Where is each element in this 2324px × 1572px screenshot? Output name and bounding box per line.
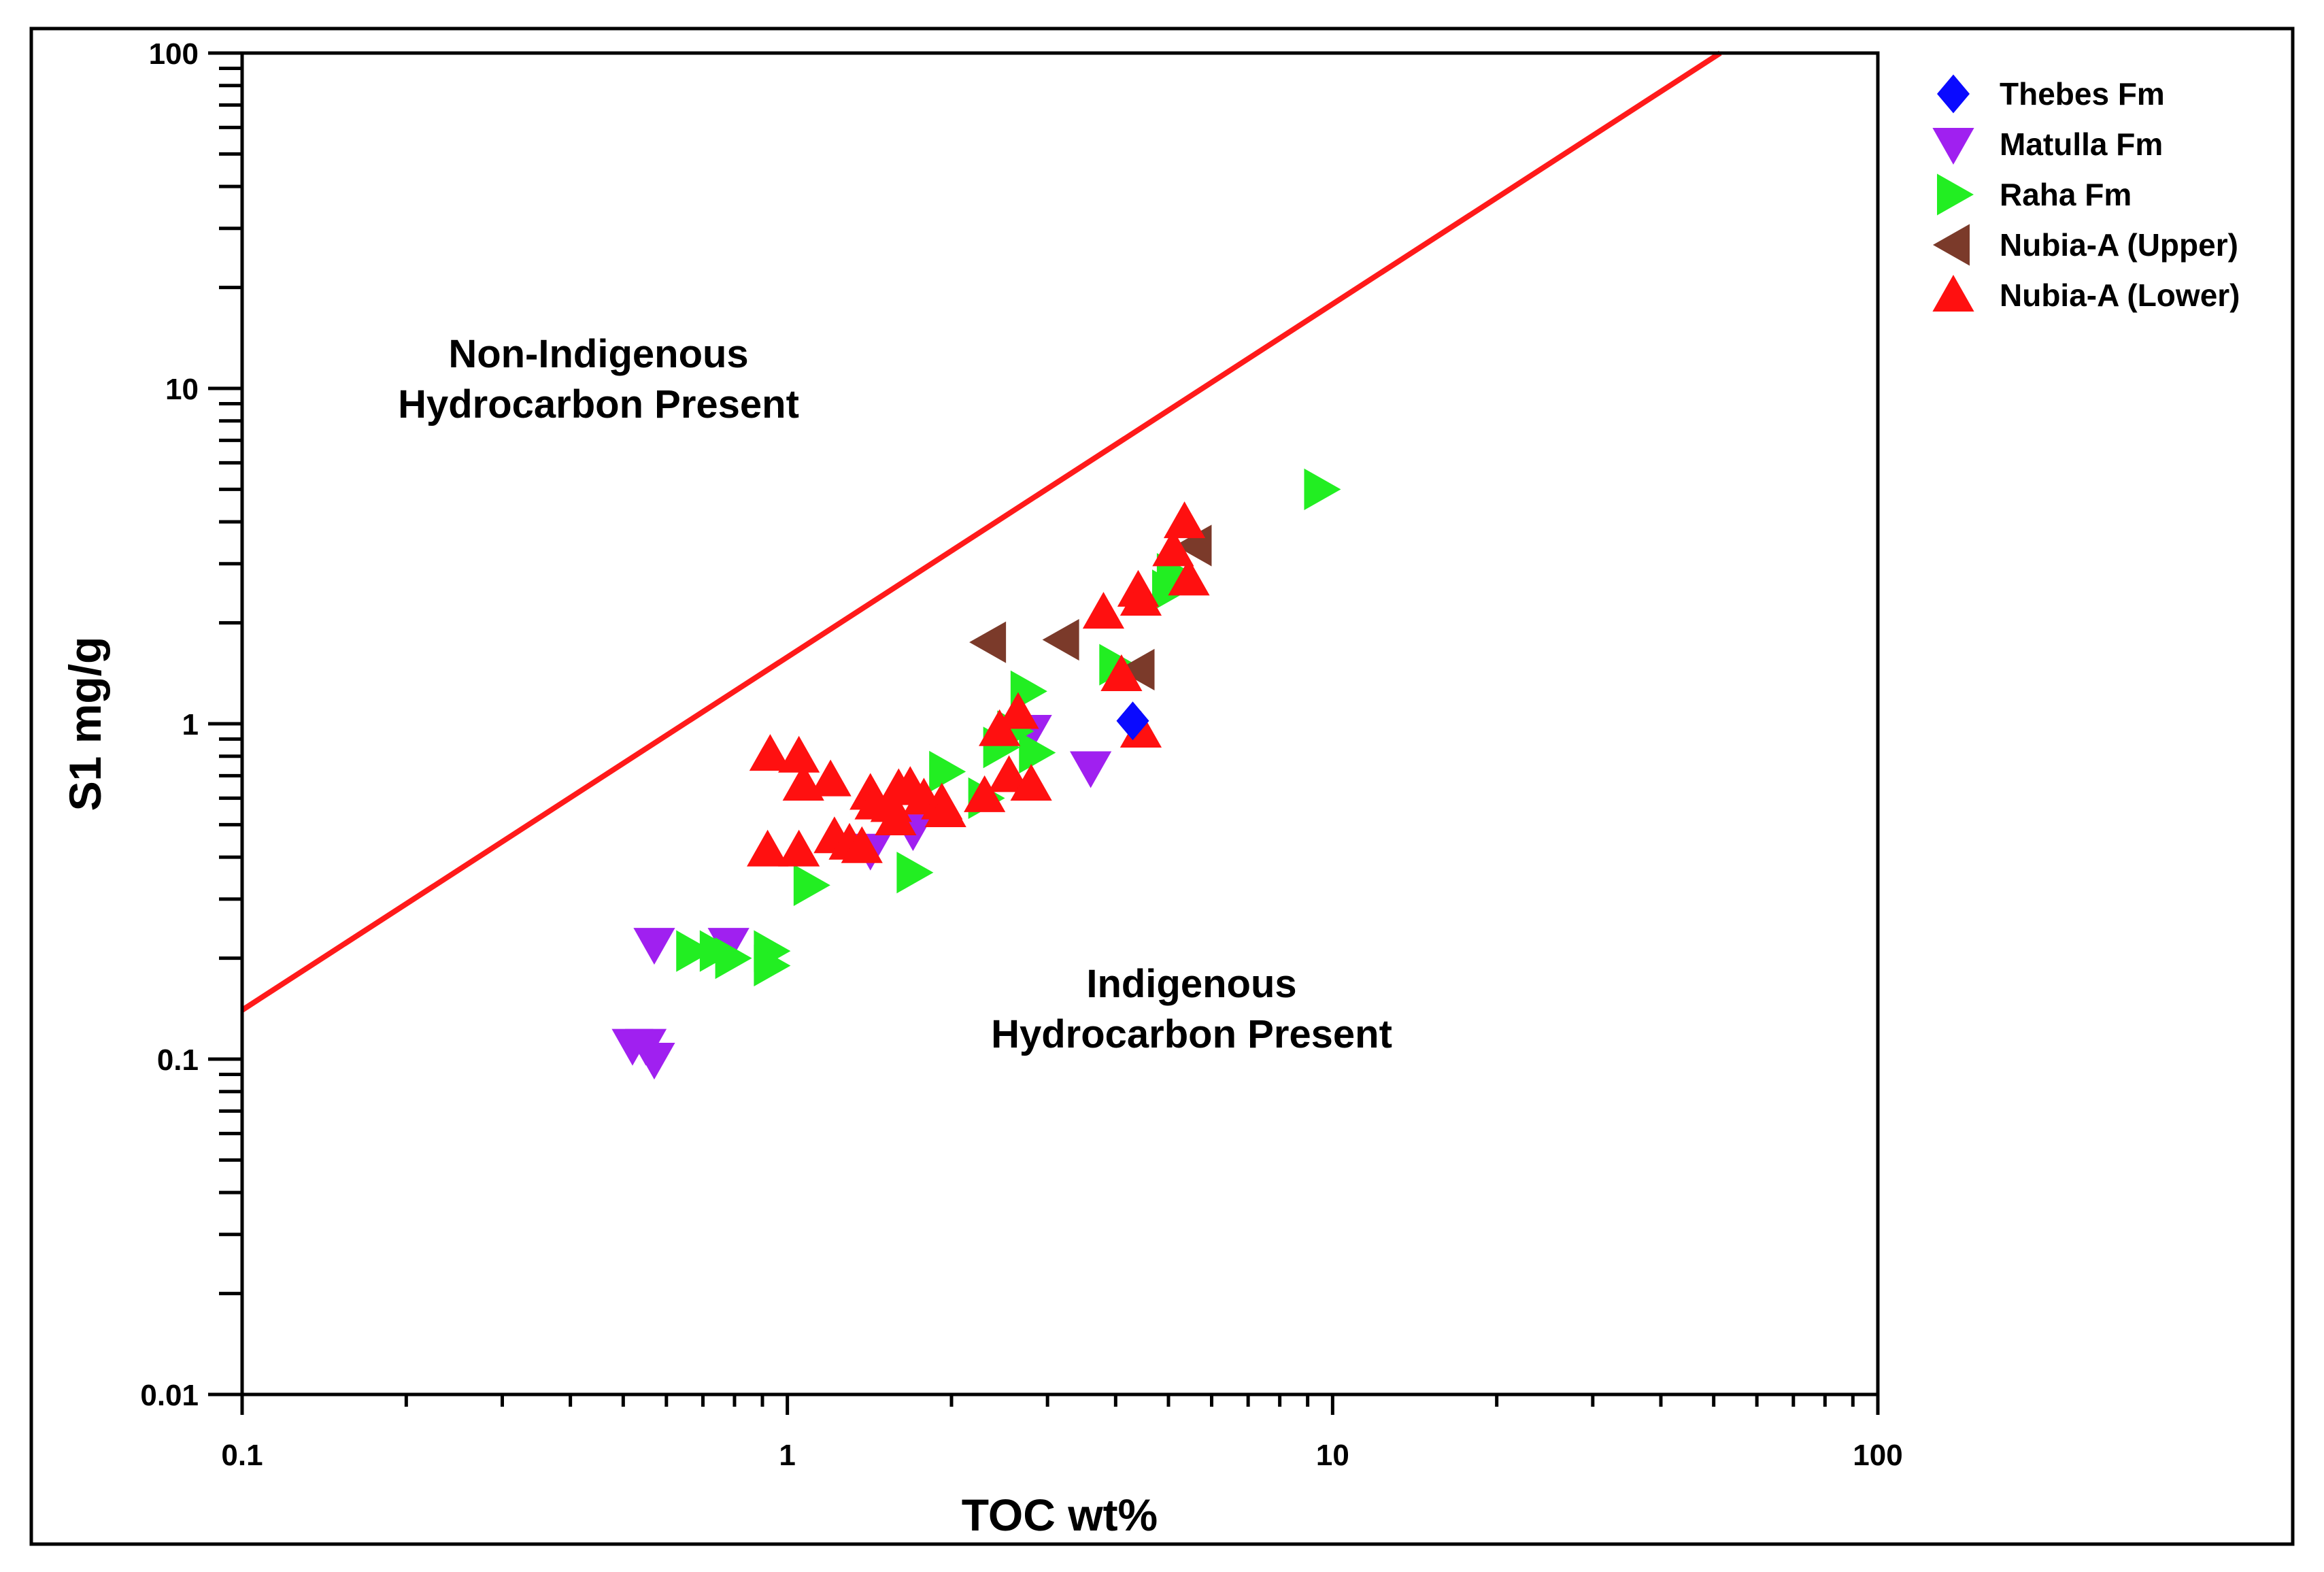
data-point-raha-fm [793, 864, 830, 906]
data-point-nubia-a-lower [809, 759, 852, 797]
boundary-line [240, 50, 1722, 1013]
data-point-nubia-a-lower [1082, 592, 1125, 629]
labels-layer: TOC wt% S1 mg/g [60, 637, 1158, 1540]
data-point-matulla-fm [633, 928, 675, 965]
x-tick-label: 10 [1316, 1439, 1349, 1472]
data-point-nubia-a-lower [997, 692, 1039, 729]
legend-label-thebes-fm: Thebes Fm [2000, 76, 2165, 112]
data-point-nubia-a-lower [875, 799, 917, 836]
legend-label-nubia-a-lower: Nubia-A (Lower) [2000, 278, 2240, 313]
data-point-nubia-a-lower [1168, 558, 1210, 596]
data-point-raha-fm [929, 750, 966, 792]
region-label-indigenous: Indigenous [1086, 962, 1296, 1006]
y-axis-title: S1 mg/g [60, 637, 110, 812]
data-point-nubia-a-lower [749, 734, 792, 771]
data-point-nubia-a-lower [778, 829, 820, 867]
data-point-raha-fm [1304, 468, 1341, 511]
ticks-layer: 0.1 1 10 100 0.01 0.1 1 10 100 [140, 37, 1902, 1472]
data-point-nubia-a-upper [1042, 618, 1079, 661]
x-axis-title: TOC wt% [962, 1490, 1158, 1540]
y-tick-label: 0.1 [157, 1043, 199, 1077]
data-point-thebes-fm [1116, 701, 1149, 741]
legend-marker-matulla-fm [1932, 128, 1974, 165]
legend: Thebes Fm Matulla Fm Raha Fm Nubia-A (Upper… [1932, 74, 2240, 313]
data-point-raha-fm [896, 852, 934, 894]
legend-marker-thebes-fm [1937, 74, 1970, 114]
x-tick-label: 100 [1853, 1439, 1902, 1472]
legend-label-nubia-a-upper: Nubia-A (Upper) [2000, 227, 2238, 263]
legend-label-matulla-fm: Matulla Fm [2000, 127, 2163, 162]
data-point-nubia-a-lower [1119, 579, 1162, 616]
y-tick-label: 0.01 [140, 1379, 199, 1412]
outer-frame [29, 27, 2295, 1546]
region-label-indigenous: Hydrocarbon Present [991, 1012, 1392, 1056]
boundary-line-layer [240, 50, 1722, 1013]
data-point-nubia-a-lower [924, 790, 966, 828]
data-point-raha-fm [676, 930, 713, 972]
data-point-raha-fm [715, 937, 752, 980]
region-label-non-indigenous: Hydrocarbon Present [398, 382, 799, 427]
data-point-nubia-a-lower [841, 826, 883, 863]
data-point-nubia-a-lower [1100, 654, 1143, 691]
legend-marker-raha-fm [1937, 173, 1974, 216]
data-point-raha-fm [1019, 731, 1056, 774]
data-point-raha-fm [754, 944, 791, 987]
data-point-nubia-a-lower [778, 735, 820, 773]
data-point-nubia-a-lower [1010, 763, 1052, 801]
data-point-nubia-a-lower [747, 829, 789, 867]
plot-area-frame [240, 51, 1880, 1397]
data-point-nubia-a-lower [988, 755, 1030, 792]
legend-marker-nubia-a-lower [1932, 275, 1974, 312]
y-tick-label: 10 [165, 373, 199, 406]
data-point-nubia-a-upper [969, 621, 1007, 663]
x-tick-label: 0.1 [221, 1439, 263, 1472]
data-point-nubia-a-lower [1163, 501, 1206, 539]
data-points-layer [611, 468, 1341, 1080]
y-tick-label: 100 [149, 37, 199, 71]
region-labels: Non-Indigenous Hydrocarbon Present Indigen… [398, 332, 1392, 1056]
data-point-nubia-a-upper [1117, 648, 1155, 691]
region-label-non-indigenous: Non-Indigenous [448, 332, 748, 376]
data-point-matulla-fm [633, 1043, 675, 1080]
data-point-nubia-a-lower [1152, 529, 1194, 567]
data-point-nubia-a-lower [964, 775, 1006, 812]
x-tick-label: 1 [779, 1439, 795, 1472]
legend-marker-nubia-a-upper [1933, 224, 1970, 266]
legend-label-raha-fm: Raha Fm [2000, 177, 2132, 212]
y-tick-label: 1 [182, 708, 199, 741]
data-point-matulla-fm [1070, 751, 1112, 788]
